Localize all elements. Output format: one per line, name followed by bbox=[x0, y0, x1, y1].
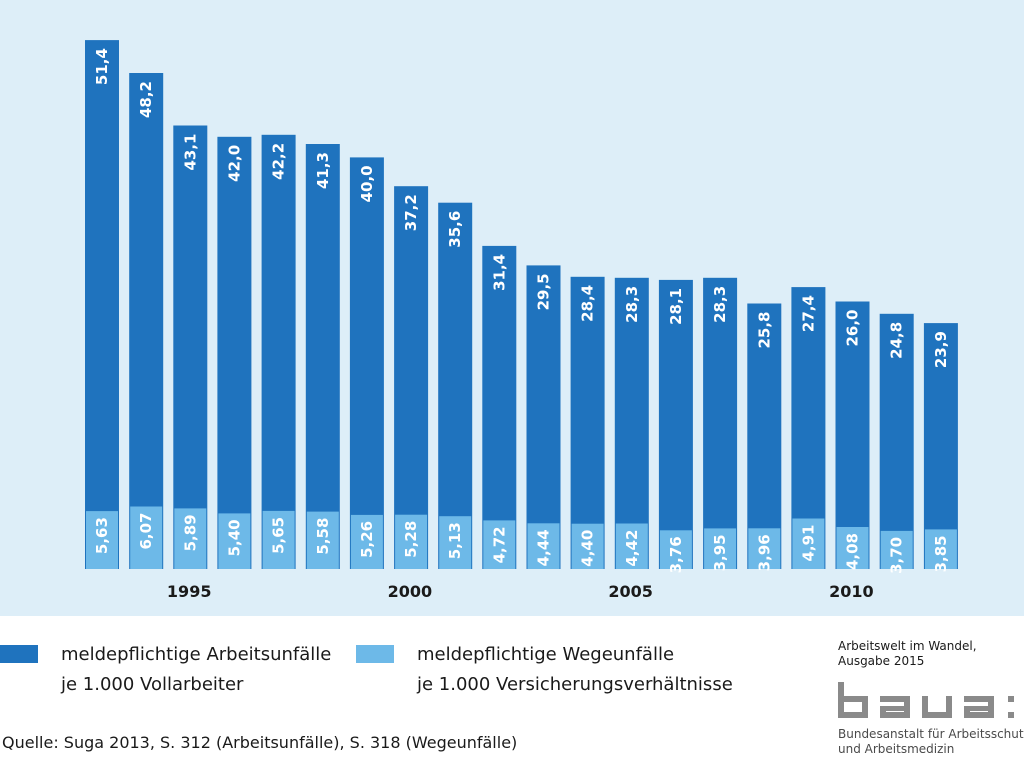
bar-wegeunfaelle-1999 bbox=[306, 511, 339, 569]
label-wegeunfaelle-1996: 5,89 bbox=[181, 514, 199, 551]
label-wegeunfaelle-2007: 3,76 bbox=[667, 536, 685, 573]
label-arbeitsunfaelle-1997: 42,0 bbox=[225, 145, 243, 182]
label-wegeunfaelle-2008: 3,95 bbox=[711, 534, 729, 571]
bar-wegeunfaelle-2007 bbox=[659, 530, 692, 569]
label-arbeitsunfaelle-2012: 24,8 bbox=[888, 322, 906, 359]
bar-wegeunfaelle-2002 bbox=[439, 516, 472, 569]
label-arbeitsunfaelle-2000: 40,0 bbox=[358, 165, 376, 202]
bar-wegeunfaelle-1994 bbox=[86, 511, 118, 569]
publication-edition: Ausgabe 2015 bbox=[838, 654, 925, 668]
label-arbeitsunfaelle-2003: 31,4 bbox=[490, 254, 508, 291]
chart-panel: 51,4 5,63 48,2 6,07 43,1 5,89 42,0 5,40 42,2 5,65… bbox=[0, 0, 1024, 616]
legend-light-line2: je 1.000 Versicherungsverhältnisse bbox=[417, 674, 733, 695]
bar-wegeunfaelle-2009 bbox=[748, 528, 781, 569]
publication-title: Arbeitswelt im Wandel, bbox=[838, 639, 977, 653]
bar-arbeitsunfaelle-1996 bbox=[173, 125, 208, 569]
bar-wegeunfaelle-2003 bbox=[483, 520, 516, 569]
label-wegeunfaelle-2006: 4,42 bbox=[623, 530, 641, 567]
bar-arbeitsunfaelle-2006 bbox=[614, 277, 649, 569]
legend-dark-line2: je 1.000 Vollarbeiter bbox=[61, 674, 244, 695]
label-wegeunfaelle-2009: 3,96 bbox=[755, 534, 773, 571]
label-wegeunfaelle-1997: 5,40 bbox=[225, 519, 243, 556]
bar-wegeunfaelle-1997 bbox=[218, 513, 251, 569]
label-wegeunfaelle-2002: 5,13 bbox=[446, 522, 464, 559]
bar-wegeunfaelle-2005 bbox=[571, 523, 604, 569]
label-wegeunfaelle-2012: 3,70 bbox=[888, 537, 906, 574]
x-tick-1995: 1995 bbox=[167, 582, 212, 601]
label-wegeunfaelle-1998: 5,65 bbox=[270, 517, 288, 554]
label-arbeitsunfaelle-1999: 41,3 bbox=[314, 152, 332, 189]
label-wegeunfaelle-2010: 4,91 bbox=[799, 525, 817, 562]
bar-wegeunfaelle-2013 bbox=[924, 529, 957, 569]
bar-arbeitsunfaelle-1995 bbox=[129, 73, 164, 569]
bar-wegeunfaelle-1996 bbox=[174, 508, 207, 569]
bar-arbeitsunfaelle-2012 bbox=[879, 313, 914, 569]
bar-arbeitsunfaelle-1999 bbox=[305, 144, 340, 569]
label-arbeitsunfaelle-1994: 51,4 bbox=[93, 48, 111, 85]
bar-wegeunfaelle-2001 bbox=[395, 514, 428, 569]
label-wegeunfaelle-2004: 4,44 bbox=[535, 529, 553, 566]
bar-wegeunfaelle-2008 bbox=[704, 528, 737, 569]
source-note: Quelle: Suga 2013, S. 312 (Arbeitsunfäll… bbox=[2, 733, 518, 752]
label-arbeitsunfaelle-1996: 43,1 bbox=[181, 134, 199, 171]
label-arbeitsunfaelle-2006: 28,3 bbox=[623, 286, 641, 323]
bar-wegeunfaelle-2006 bbox=[615, 523, 648, 569]
label-arbeitsunfaelle-2010: 27,4 bbox=[799, 295, 817, 332]
label-wegeunfaelle-2013: 3,85 bbox=[932, 535, 950, 572]
bar-chart: 51,4 5,63 48,2 6,07 43,1 5,89 42,0 5,40 42,2 5,65… bbox=[85, 40, 958, 601]
label-arbeitsunfaelle-2004: 29,5 bbox=[535, 273, 553, 310]
label-wegeunfaelle-2011: 4,08 bbox=[844, 533, 862, 570]
bar-wegeunfaelle-2010 bbox=[792, 518, 825, 569]
bar-arbeitsunfaelle-1998 bbox=[261, 134, 296, 570]
label-wegeunfaelle-2000: 5,26 bbox=[358, 521, 376, 558]
bar-arbeitsunfaelle-2000 bbox=[349, 157, 384, 569]
legend-swatch-light bbox=[356, 645, 394, 663]
x-tick-2005: 2005 bbox=[608, 582, 653, 601]
x-tick-2010: 2010 bbox=[829, 582, 874, 601]
label-arbeitsunfaelle-2001: 37,2 bbox=[402, 194, 420, 231]
bar-arbeitsunfaelle-1997 bbox=[217, 136, 252, 570]
bar-arbeitsunfaelle-2005 bbox=[570, 276, 605, 569]
bar-arbeitsunfaelle-2007 bbox=[658, 279, 693, 569]
bar-arbeitsunfaelle-2009 bbox=[747, 303, 782, 569]
label-wegeunfaelle-2003: 4,72 bbox=[490, 526, 508, 563]
baua-name-line2: und Arbeitsmedizin bbox=[838, 742, 955, 756]
bar-arbeitsunfaelle-2011 bbox=[835, 301, 870, 569]
baua-logo bbox=[838, 682, 1014, 718]
label-wegeunfaelle-1994: 5,63 bbox=[93, 517, 111, 554]
bar-arbeitsunfaelle-2002 bbox=[438, 202, 473, 569]
label-arbeitsunfaelle-2011: 26,0 bbox=[844, 310, 862, 347]
label-arbeitsunfaelle-1995: 48,2 bbox=[137, 81, 155, 118]
bar-arbeitsunfaelle-2001 bbox=[394, 186, 429, 569]
x-tick-2000: 2000 bbox=[388, 582, 433, 601]
bar-wegeunfaelle-2000 bbox=[350, 514, 383, 569]
label-arbeitsunfaelle-2008: 28,3 bbox=[711, 286, 729, 323]
bar-wegeunfaelle-2011 bbox=[836, 527, 869, 569]
legend-swatch-dark bbox=[0, 645, 38, 663]
bar-arbeitsunfaelle-2008 bbox=[703, 277, 738, 569]
label-arbeitsunfaelle-2002: 35,6 bbox=[446, 211, 464, 248]
bar-arbeitsunfaelle-2003 bbox=[482, 245, 517, 569]
label-arbeitsunfaelle-2009: 25,8 bbox=[755, 312, 773, 349]
bar-wegeunfaelle-1995 bbox=[130, 506, 163, 569]
label-arbeitsunfaelle-2013: 23,9 bbox=[932, 331, 950, 368]
label-wegeunfaelle-2005: 4,40 bbox=[579, 530, 597, 567]
bar-arbeitsunfaelle-2004 bbox=[526, 265, 561, 569]
label-arbeitsunfaelle-2005: 28,4 bbox=[579, 285, 597, 322]
bar-wegeunfaelle-2012 bbox=[880, 530, 913, 569]
baua-name-line1: Bundesanstalt für Arbeitsschutz bbox=[838, 727, 1024, 741]
legend-dark-line1: meldepflichtige Arbeitsunfälle bbox=[61, 644, 332, 665]
label-arbeitsunfaelle-1998: 42,2 bbox=[270, 143, 288, 180]
bar-arbeitsunfaelle-1994 bbox=[85, 40, 119, 570]
label-wegeunfaelle-1999: 5,58 bbox=[314, 518, 332, 555]
legend-light-line1: meldepflichtige Wegeunfälle bbox=[417, 644, 675, 665]
label-arbeitsunfaelle-2007: 28,1 bbox=[667, 288, 685, 325]
bar-wegeunfaelle-1998 bbox=[262, 510, 295, 569]
label-wegeunfaelle-2001: 5,28 bbox=[402, 521, 420, 558]
label-wegeunfaelle-1995: 6,07 bbox=[137, 513, 155, 550]
bar-wegeunfaelle-2004 bbox=[527, 523, 560, 569]
bar-arbeitsunfaelle-2013 bbox=[923, 323, 958, 569]
